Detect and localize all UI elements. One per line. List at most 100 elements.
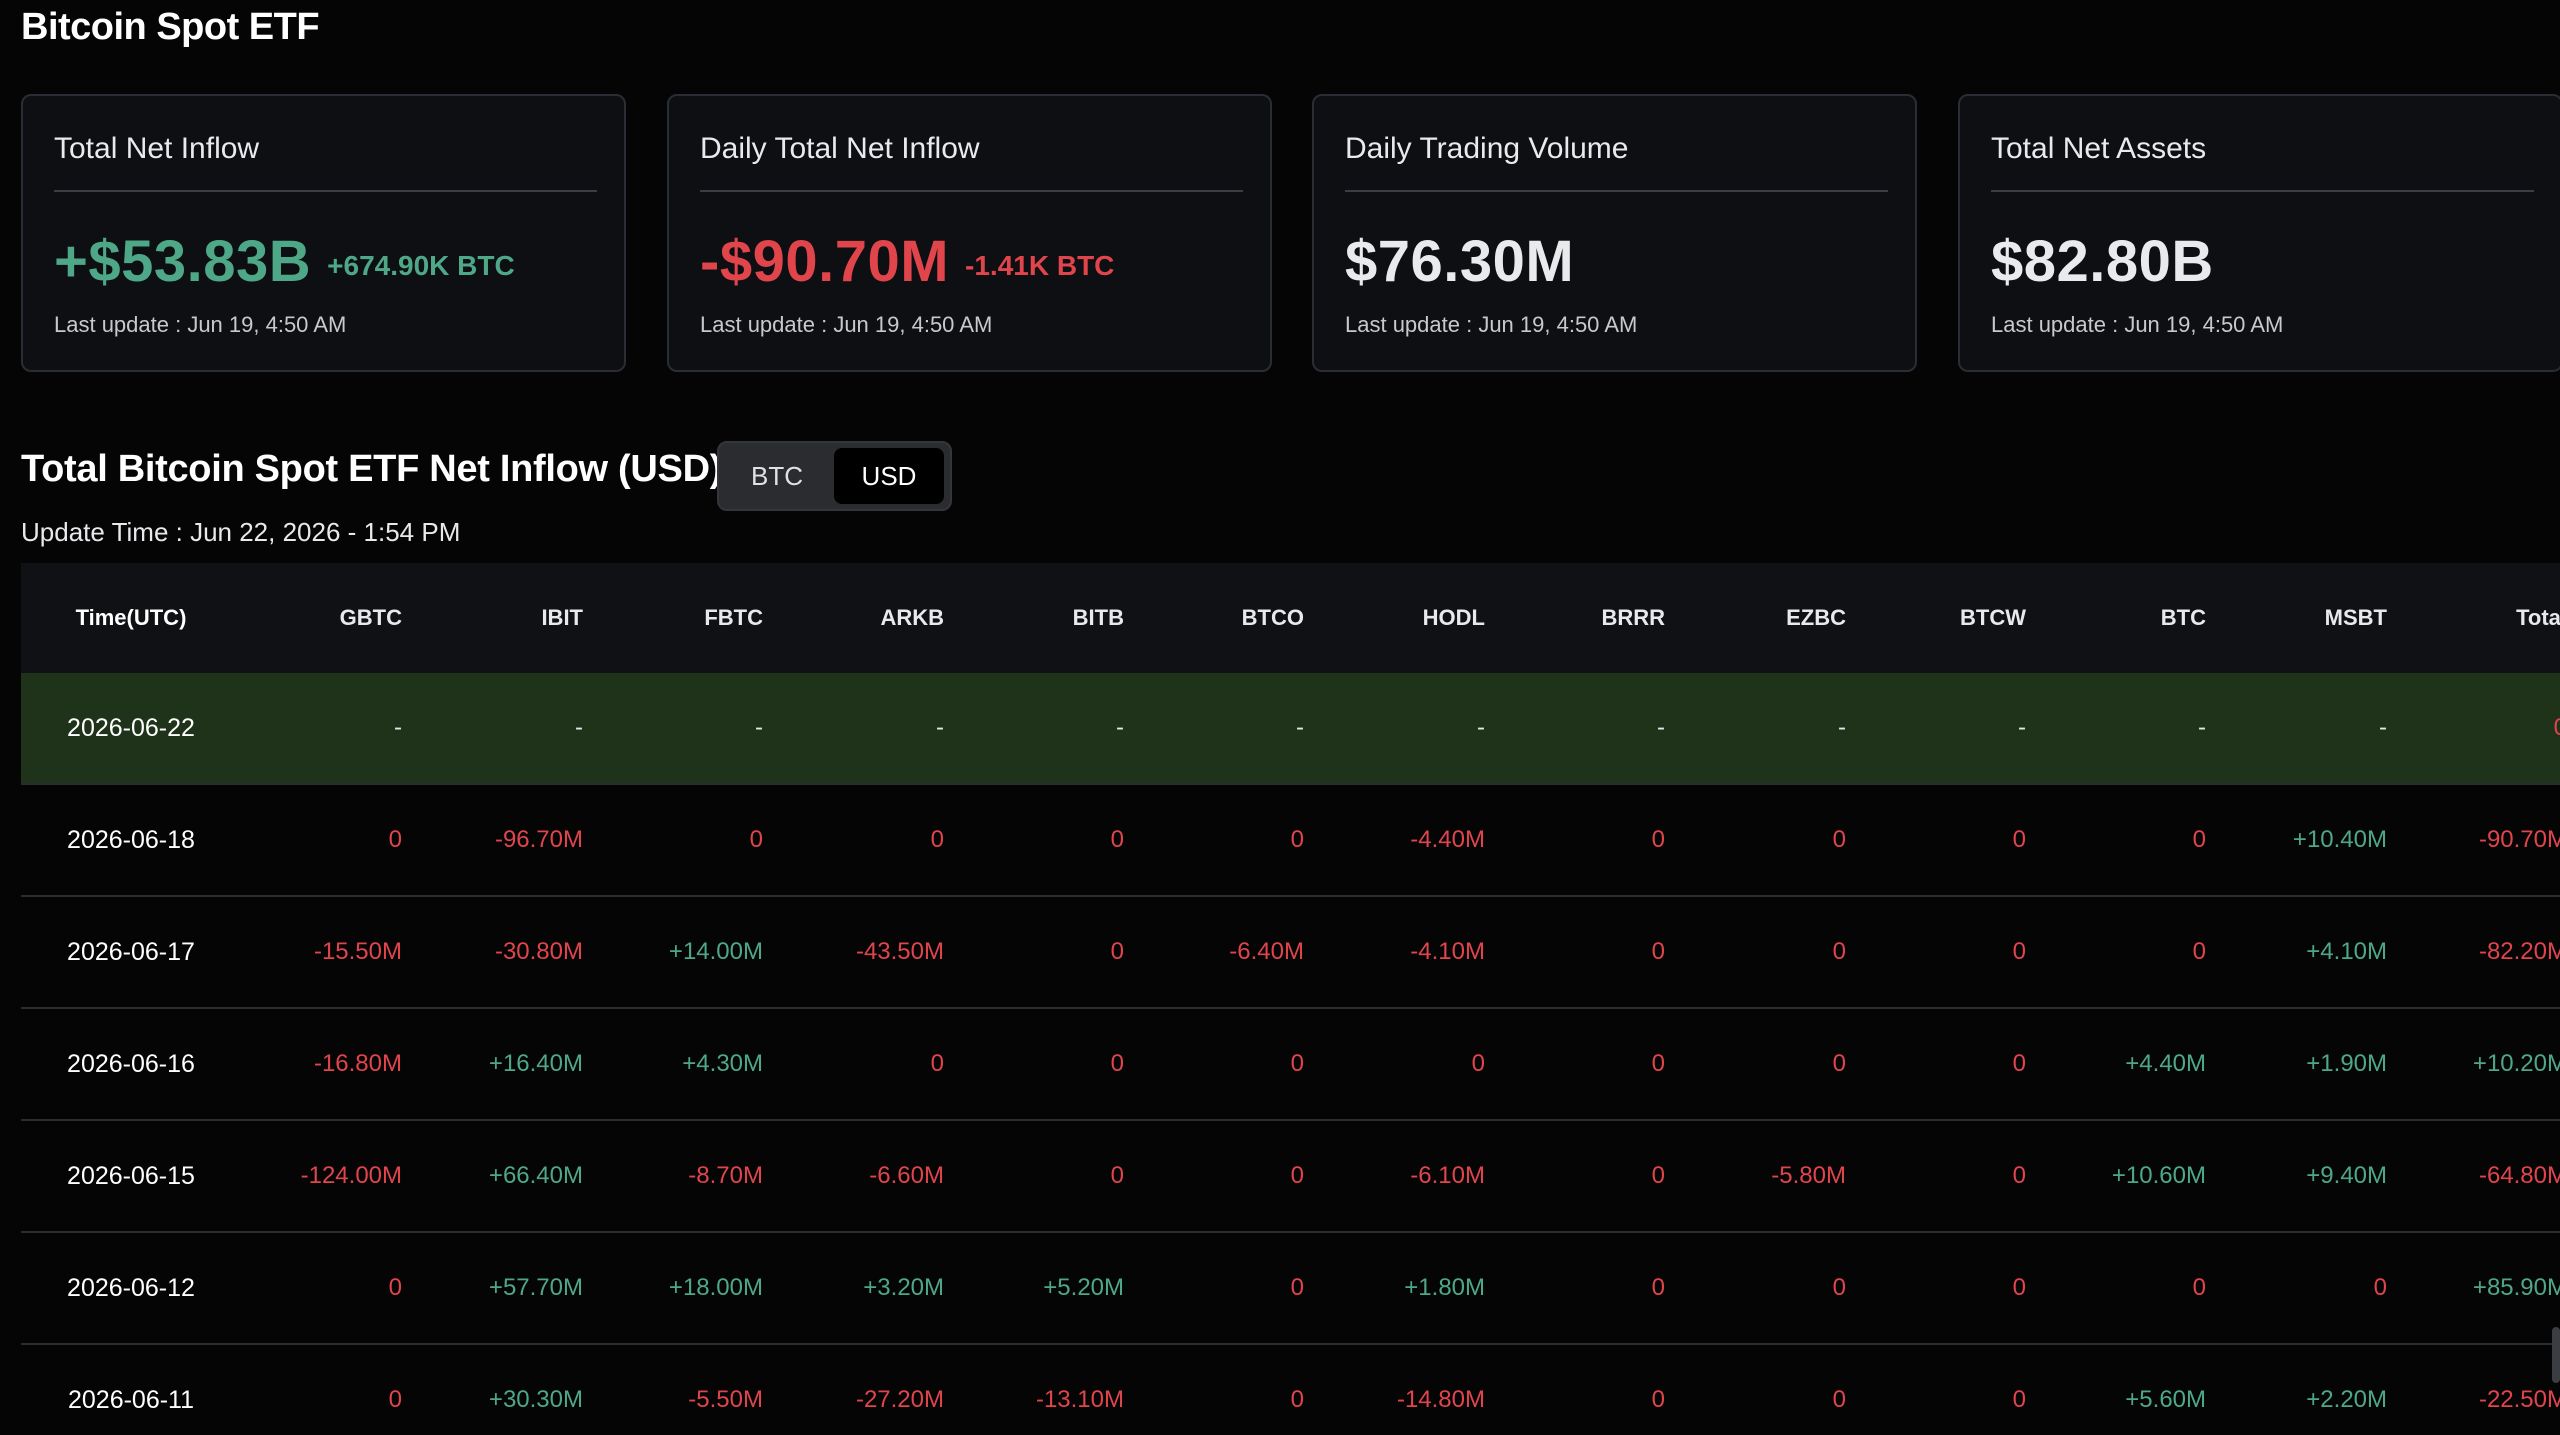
card-last-update: Last update : Jun 19, 4:50 AM [1345,312,1638,337]
card-label: Total Net Assets [1991,132,2207,165]
column-header-brrr: BRRR [1601,605,1665,630]
cell-btco: 0 [1290,1162,1304,1189]
row-date: 2026-06-12 [67,1273,195,1302]
column-header-btcw: BTCW [1960,605,2026,630]
column-header-ibit: IBIT [541,605,583,630]
column-header-btco: BTCO [1241,605,1304,630]
toggle-usd-button[interactable]: USD [834,448,944,504]
cell-arkb: 0 [930,1050,944,1077]
card-value: $76.30M [1345,229,1575,294]
cell-btco: - [1296,714,1304,741]
cell-gbtc: 0 [388,1274,402,1301]
cell-hodl: 0 [1471,1050,1485,1077]
cell-btcw: 0 [2012,1386,2026,1413]
card-value: $82.80B [1991,229,2214,294]
column-header-time-utc: Time(UTC) [75,605,187,630]
cell-ibit: +66.40M [488,1162,583,1189]
cell-brrr: 0 [1651,1386,1665,1413]
cell-btcw: 0 [2012,826,2026,853]
cell-brrr: 0 [1651,938,1665,965]
cell-ibit: -96.70M [494,826,583,853]
row-date: 2026-06-22 [67,713,195,742]
cell-ezbc: 0 [1832,1386,1846,1413]
net-inflow-table: Time(UTC) GBTC IBIT FBTC ARKB BITB BTCO HODL BRR… [21,563,2560,1435]
cell-btc: +10.60M [2111,1162,2206,1189]
scrollbar-thumb[interactable] [2552,1327,2560,1383]
cell-bitb: - [1116,714,1124,741]
row-date: 2026-06-18 [67,825,195,854]
card-value-btc: +674.90K BTC [327,250,515,281]
row-date: 2026-06-16 [67,1049,195,1078]
cell-ezbc: 0 [1832,938,1846,965]
cell-hodl: -14.80M [1396,1386,1485,1413]
cell-bitb: 0 [1110,826,1124,853]
cell-fbtc: -8.70M [688,1162,763,1189]
cell-msbt: +2.20M [2306,1386,2387,1413]
cell-brrr: - [1657,714,1665,741]
cell-btco: 0 [1290,1050,1304,1077]
cell-total: +85.90M [2472,1274,2560,1301]
section-title: Total Bitcoin Spot ETF Net Inflow (USD) [21,448,723,490]
cell-msbt: +9.40M [2306,1162,2387,1189]
cell-fbtc: - [755,714,763,741]
cell-ibit: - [575,714,583,741]
cell-msbt: +10.40M [2292,826,2387,853]
column-header-bitb: BITB [1072,605,1124,630]
cell-brrr: 0 [1651,1050,1665,1077]
cell-btco: 0 [1290,1386,1304,1413]
column-header-fbtc: FBTC [704,605,763,630]
cell-bitb: 0 [1110,1050,1124,1077]
table-row: 2026-06-11 0 +30.30M -5.50M -27.20M -13.10M 0 -… [21,1345,2560,1435]
row-date: 2026-06-17 [67,937,195,966]
cell-hodl: +1.80M [1404,1274,1485,1301]
cell-msbt: +1.90M [2306,1050,2387,1077]
column-header-msbt: MSBT [2324,605,2387,630]
cell-btc: +4.40M [2125,1050,2206,1077]
card-label: Total Net Inflow [54,132,260,165]
cell-total: 0 [2397,673,2560,783]
cell-btcw: 0 [2012,1050,2026,1077]
card-total-net-inflow: Total Net Inflow +$53.83B +674.90K BTC La… [21,94,626,372]
column-header-hodl: HODL [1422,605,1485,630]
cell-btc: 0 [2192,826,2206,853]
cell-btco: 0 [1290,826,1304,853]
table-row: 2026-06-17 -15.50M -30.80M +14.00M -43.50M 0 -… [21,897,2560,1009]
toggle-btc-button[interactable]: BTC [751,461,803,491]
card-value-usd: +$53.83B [54,229,312,294]
cell-gbtc: -15.50M [313,938,402,965]
cell-hodl: - [1477,714,1485,741]
card-label: Daily Total Net Inflow [700,132,980,165]
cell-total: -22.50M [2478,1386,2560,1413]
card-divider [1991,190,2534,192]
column-header-btc: BTC [2160,605,2206,630]
cell-arkb: +3.20M [863,1274,944,1301]
cell-ibit: +16.40M [488,1050,583,1077]
cell-brrr: 0 [1651,826,1665,853]
cell-bitb: 0 [1110,938,1124,965]
cell-ibit: +57.70M [488,1274,583,1301]
card-divider [54,190,597,192]
cell-total: -82.20M [2478,938,2560,965]
column-header-total: Total [2516,605,2560,630]
cell-btco: 0 [1290,1274,1304,1301]
table-row: 2026-06-16 -16.80M +16.40M +4.30M 0 0 0 0 0 0 0 +4.… [21,1009,2560,1121]
cell-fbtc: 0 [749,826,763,853]
cell-fbtc: +4.30M [682,1050,763,1077]
cell-btcw: 0 [2012,1274,2026,1301]
cell-ibit: -30.80M [494,938,583,965]
cell-gbtc: - [394,714,402,741]
cell-bitb: 0 [1110,1162,1124,1189]
column-header-ezbc: EZBC [1786,605,1846,630]
cell-hodl: -6.10M [1410,1162,1485,1189]
cell-arkb: -43.50M [855,938,944,965]
card-divider [1345,190,1888,192]
table-row: 2026-06-22------------0 [21,673,2560,785]
column-header-gbtc: GBTC [339,605,402,630]
cell-ibit: +30.30M [488,1386,583,1413]
cell-bitb: -13.10M [1035,1386,1124,1413]
cell-gbtc: 0 [388,1386,402,1413]
update-time: Update Time : Jun 22, 2026 - 1:54 PM [21,517,461,547]
table-row: 2026-06-15 -124.00M +66.40M -8.70M -6.60M 0 0 -… [21,1121,2560,1233]
summary-cards: Total Net Inflow +$53.83B +674.90K BTC La… [21,94,2560,376]
